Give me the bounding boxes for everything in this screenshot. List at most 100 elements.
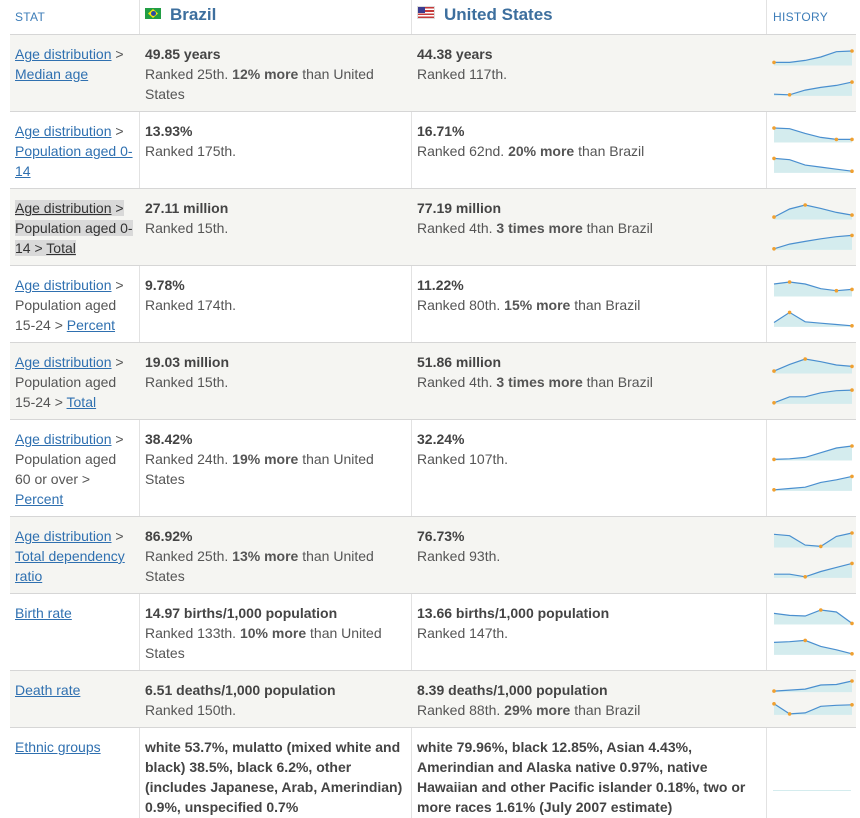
united-states-value-cell: 8.39 deaths/1,000 population Ranked 88th.… xyxy=(417,680,767,720)
united-states-history-area xyxy=(774,390,852,404)
age-distribution-link[interactable]: Age distribution xyxy=(15,431,112,447)
brazil-value-cell: 9.78% Ranked 174th. xyxy=(145,275,410,315)
brazil-value-cell: 14.97 births/1,000 population Ranked 133t… xyxy=(145,603,410,663)
table-row: Age distribution > Median age 49.85 year… xyxy=(10,35,856,112)
sparkline-svg xyxy=(772,444,854,492)
united-states-history-line xyxy=(773,311,853,327)
history-sparkline[interactable] xyxy=(770,675,856,723)
brazil-value: 27.11 million xyxy=(145,200,229,216)
united-states-history-point xyxy=(772,401,776,405)
united-states-history-point xyxy=(850,80,854,84)
brazil-history-line xyxy=(773,204,853,218)
united-states-history-point xyxy=(850,703,854,707)
brazil-value: 38.42% xyxy=(145,431,193,447)
brazil-rank: Ranked 133th. 10% more than United State… xyxy=(145,625,382,661)
united-states-value-cell: 32.24% Ranked 107th. xyxy=(417,429,767,469)
brazil-history-point xyxy=(850,213,854,217)
united-states-history-point xyxy=(850,233,854,238)
united-states-rank: Ranked 147th. xyxy=(417,625,509,641)
table-row: Age distribution > Total dependency rati… xyxy=(10,517,856,594)
united-states-value-cell: 16.71% Ranked 62nd. 20% more than Brazil xyxy=(417,121,767,161)
brazil-value: 9.78% xyxy=(145,277,185,293)
united-states-rank: Ranked 117th. xyxy=(417,66,508,82)
table-row: Age distribution > Population aged 15-24… xyxy=(10,266,856,343)
percent-link[interactable]: Percent xyxy=(66,317,116,333)
united-states-history-area xyxy=(774,563,852,578)
median-age-link[interactable]: Median age xyxy=(15,66,89,82)
united-states-history-line xyxy=(773,639,853,655)
sparkline-svg xyxy=(772,357,854,405)
sparkline-svg xyxy=(773,531,854,579)
united-states-value-cell: 76.73% Ranked 93th. xyxy=(417,526,767,566)
age-distribution-link[interactable]: Age distribution xyxy=(15,277,112,293)
history-sparkline[interactable] xyxy=(770,525,856,589)
stat-cell: Ethnic groups xyxy=(15,737,135,757)
united-states-history-line xyxy=(773,157,853,172)
united-states-history-point xyxy=(772,488,776,492)
brazil-history-line xyxy=(773,127,852,140)
history-sparkline[interactable] xyxy=(770,602,856,666)
united-states-history-point xyxy=(850,474,854,479)
brazil-rank: Ranked 15th. xyxy=(145,220,229,236)
history-sparkline[interactable] xyxy=(770,120,856,184)
empty-sparkline-baseline xyxy=(773,790,851,791)
united-states-column-header[interactable]: United States xyxy=(417,5,553,25)
total-dependency-ratio-link[interactable]: Total dependency ratio xyxy=(15,548,125,584)
age-distribution-link[interactable]: Age distribution xyxy=(15,528,112,544)
brazil-history-point xyxy=(803,203,807,207)
united-states-history-point xyxy=(850,388,854,392)
brazil-rank: Ranked 174th. xyxy=(145,297,237,313)
united-states-history-area xyxy=(774,476,852,491)
brazil-history-point xyxy=(772,215,776,219)
age-distribution-link[interactable]: Age distribution xyxy=(15,46,112,62)
sparkline-svg xyxy=(772,203,854,251)
total-link[interactable]: Total xyxy=(66,394,97,410)
brazil-column-header[interactable]: Brazil xyxy=(145,5,216,25)
brazil-history-point xyxy=(772,60,776,65)
age-distribution-link[interactable]: Age distribution xyxy=(15,200,112,216)
table-row: Age distribution > Population aged 60 or… xyxy=(10,420,856,517)
history-sparkline[interactable] xyxy=(770,197,856,261)
brazil-rank: Ranked 175th. xyxy=(145,143,237,159)
united-states-value: 51.86 million xyxy=(417,354,502,370)
table-row: Age distribution > Population aged 0-14 … xyxy=(10,189,856,266)
table-header: STAT Brazil United States HISTORY xyxy=(10,0,856,35)
age-distribution-link[interactable]: Age distribution xyxy=(15,354,112,370)
brazil-history-area xyxy=(774,533,852,548)
united-states-history-point xyxy=(787,310,792,315)
history-sparkline[interactable] xyxy=(770,274,856,338)
percent-link[interactable]: Percent xyxy=(15,491,64,507)
total-link[interactable]: Total xyxy=(46,240,76,256)
table-row: Age distribution > Population aged 15-24… xyxy=(10,343,856,420)
united-states-value: 16.71% xyxy=(417,123,465,139)
brazil-history-line xyxy=(774,50,853,63)
brazil-history-point xyxy=(772,126,776,130)
history-sparkline[interactable] xyxy=(770,43,856,107)
history-sparkline[interactable] xyxy=(770,351,856,415)
united-states-history-line xyxy=(773,703,853,715)
united-states-value: 8.39 deaths/1,000 population xyxy=(417,682,608,698)
age-distribution-link[interactable]: Age distribution xyxy=(15,123,112,139)
brazil-history-point xyxy=(819,608,823,612)
united-states-value: 32.24% xyxy=(417,431,465,447)
united-states-value-cell: 44.38 years Ranked 117th. xyxy=(417,44,767,84)
stat-cell: Age distribution > Population aged 0-14 xyxy=(15,123,133,179)
stat-column-header[interactable]: STAT xyxy=(15,10,46,24)
stat-cell: Age distribution > Total dependency rati… xyxy=(15,528,125,584)
united-states-history-point xyxy=(850,652,854,656)
brazil-value: white 53.7%, mulatto (mixed white and bl… xyxy=(145,739,403,815)
brazil-history-line xyxy=(773,358,853,372)
stat-cell: Age distribution > Population aged 60 or… xyxy=(15,431,124,507)
birth-rate-link[interactable]: Birth rate xyxy=(15,605,72,621)
table-row: Death rate 6.51 deaths/1,000 population R… xyxy=(10,671,856,728)
history-sparkline[interactable] xyxy=(770,438,856,502)
ethnic-groups-link[interactable]: Ethnic groups xyxy=(15,739,101,755)
united-states-value: 13.66 births/1,000 population xyxy=(417,605,610,621)
brazil-rank: Ranked 25th. 12% more than United States xyxy=(145,66,374,102)
united-states-value-cell: white 79.96%, black 12.85%, Asian 4.43%,… xyxy=(417,737,762,817)
brazil-history-area xyxy=(774,681,852,693)
brazil-history-point xyxy=(850,621,854,626)
death-rate-link[interactable]: Death rate xyxy=(15,682,81,698)
population-aged-0-14-link[interactable]: Population aged 0-14 xyxy=(15,143,133,179)
brazil-history-point xyxy=(834,288,839,293)
